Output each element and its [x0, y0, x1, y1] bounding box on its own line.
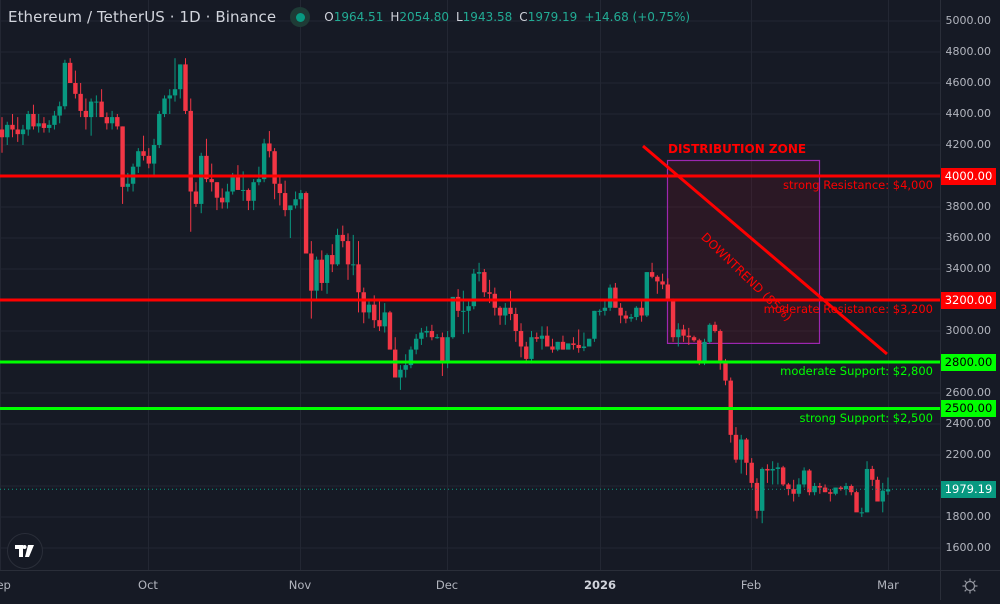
time-axis-label: Sep	[0, 578, 11, 592]
price-axis-label: 1800.00	[945, 510, 992, 523]
distribution-zone-label: DISTRIBUTION ZONE	[668, 142, 807, 156]
price-axis-label: 4800.00	[945, 45, 992, 58]
high-value: 2054.80	[399, 10, 449, 24]
price-tag: 4000.00	[941, 167, 996, 185]
tradingview-logo-icon	[15, 545, 34, 557]
price-axis-label: 2600.00	[945, 386, 992, 399]
close-value: 1979.19	[527, 10, 578, 24]
price-axis-label: 3000.00	[945, 324, 992, 337]
strong-resistance-label: strong Resistance: $4,000	[783, 178, 933, 192]
moderate-support-label: moderate Support: $2,800	[780, 364, 933, 378]
time-axis-label: Dec	[435, 578, 459, 592]
change-value: +14.68 (+0.75%)	[584, 10, 691, 24]
low-key: L	[455, 10, 463, 24]
price-axis-label: 5000.00	[945, 14, 992, 27]
time-axis-label: Nov	[288, 578, 312, 592]
time-axis-label: Oct	[138, 578, 158, 592]
high-key: H	[390, 10, 400, 24]
price-tag: 2500.00	[941, 400, 996, 417]
low-value: 1943.58	[462, 10, 513, 24]
open-key: O	[324, 10, 334, 24]
price-tag: 3200.00	[941, 291, 996, 309]
price-axis-label: 2400.00	[945, 417, 992, 430]
price-axis-label: 4400.00	[945, 107, 992, 120]
price-axis-label: 2200.00	[945, 448, 992, 461]
price-axis-label: 4200.00	[945, 138, 992, 151]
price-axis-label: 4600.00	[945, 76, 992, 89]
symbol-title[interactable]: Ethereum / TetherUS · 1D · Binance	[8, 8, 277, 26]
time-axis-label: 2026	[583, 578, 617, 592]
time-axis-label: Feb	[740, 578, 762, 592]
price-tag: 2800.00	[941, 353, 996, 371]
close-key: C	[519, 10, 528, 24]
price-axis-label: 3600.00	[945, 231, 992, 244]
price-axis-label: 1600.00	[945, 541, 992, 554]
time-axis-label: Mar	[877, 578, 899, 592]
symbol-header: Ethereum / TetherUS · 1D · Binance O1964…	[8, 6, 690, 28]
tradingview-logo[interactable]	[7, 533, 43, 569]
market-status-icon	[290, 7, 311, 27]
moderate-resistance-label: moderate Resistance: $3,200	[763, 302, 933, 316]
strong-support-label: strong Support: $2,500	[799, 411, 934, 425]
price-axis-label: 3400.00	[945, 262, 992, 275]
price-tag: 1979.19	[941, 480, 996, 498]
settings-gear-icon[interactable]	[962, 578, 978, 594]
price-axis-label: 3800.00	[945, 200, 992, 213]
ohlc-values: O1964.51 H2054.80 L1943.58 C1979.19 +14.…	[324, 10, 690, 24]
open-value: 1964.51	[333, 10, 384, 24]
